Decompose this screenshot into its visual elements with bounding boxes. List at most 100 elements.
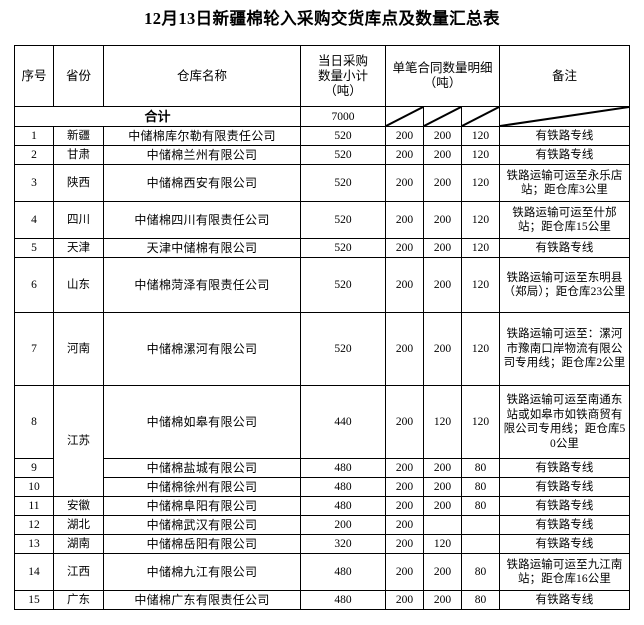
cell-contract-qty-3: 120 xyxy=(461,238,500,258)
cell-warehouse-name: 中储棉岳阳有限公司 xyxy=(103,534,301,554)
cell-contract-qty-1: 200 xyxy=(385,477,424,497)
cell-contract-qty-3: 120 xyxy=(461,257,500,313)
table-row: 9 中储棉盐城有限公司 480 200 200 80 有铁路专线 xyxy=(14,458,630,478)
cell-note: 有铁路专线 xyxy=(499,238,630,258)
cell-warehouse-name: 中储棉如皋有限公司 xyxy=(103,385,301,459)
cell-daily-subtotal: 520 xyxy=(300,257,386,313)
table-row: 6 山东 中储棉菏泽有限责任公司 520 200 200 120 铁路运输可运至东明县（郑局）… xyxy=(14,257,630,313)
cell-note: 有铁路专线 xyxy=(499,534,630,554)
total-label: 合计 xyxy=(14,106,301,127)
cell-province: 广东 xyxy=(53,590,104,610)
cell-seq: 9 xyxy=(14,458,54,478)
table-row: 4 四川 中储棉四川有限责任公司 520 200 200 120 铁路运输可运至什邡站；距仓库… xyxy=(14,201,630,239)
cell-daily-subtotal: 480 xyxy=(300,553,386,591)
header-subtotal-line2: 数量小计 xyxy=(317,68,368,83)
cell-daily-subtotal: 320 xyxy=(300,534,386,554)
cell-contract-qty-2: 200 xyxy=(423,145,462,165)
cell-daily-subtotal: 520 xyxy=(300,238,386,258)
header-subtotal: 当日采购 数量小计 （吨） xyxy=(300,45,386,107)
cell-contract-qty-2 xyxy=(423,515,462,535)
cell-note: 有铁路专线 xyxy=(499,126,630,146)
cell-note: 铁路运输可运至永乐店站；距仓库3公里 xyxy=(499,164,630,202)
cell-contract-qty-1: 200 xyxy=(385,496,424,516)
header-detail-unit: （吨） xyxy=(423,76,462,90)
cell-province: 甘肃 xyxy=(53,145,104,165)
cell-daily-subtotal: 520 xyxy=(300,312,386,386)
cell-contract-qty-2: 200 xyxy=(423,496,462,516)
cell-warehouse-name: 中储棉菏泽有限责任公司 xyxy=(103,257,301,313)
total-detail-2-blank xyxy=(423,106,462,127)
cell-contract-qty-1: 200 xyxy=(385,145,424,165)
cell-note: 有铁路专线 xyxy=(499,477,630,497)
cell-contract-qty-3: 120 xyxy=(461,145,500,165)
cell-contract-qty-3: 120 xyxy=(461,201,500,239)
cell-seq: 7 xyxy=(14,312,54,386)
header-row: 序号 省份 仓库名称 当日采购 数量小计 （吨） 单笔合同数量明细 （吨） 备注 xyxy=(14,45,630,107)
cell-contract-qty-1: 200 xyxy=(385,238,424,258)
cell-warehouse-name: 中储棉漯河有限公司 xyxy=(103,312,301,386)
cell-warehouse-name: 中储棉阜阳有限公司 xyxy=(103,496,301,516)
cell-daily-subtotal: 520 xyxy=(300,201,386,239)
cell-contract-qty-2: 200 xyxy=(423,553,462,591)
cell-daily-subtotal: 480 xyxy=(300,590,386,610)
header-detail-title: 单笔合同数量明细 xyxy=(392,61,493,75)
cell-seq: 14 xyxy=(14,553,54,591)
cell-province: 河南 xyxy=(53,312,104,386)
table-row: 5 天津 天津中储棉有限公司 520 200 200 120 有铁路专线 xyxy=(14,238,630,258)
cell-warehouse-name: 中储棉西安有限公司 xyxy=(103,164,301,202)
cell-note: 铁路运输可运至：漯河市豫南口岸物流有限公司专用线；距仓库2公里 xyxy=(499,312,630,386)
total-detail-1-blank xyxy=(385,106,424,127)
table-row: 8 江苏 中储棉如皋有限公司 440 200 120 120 铁路运输可运至南通东站或如皋市如… xyxy=(14,385,630,497)
cell-warehouse-name: 中储棉广东有限责任公司 xyxy=(103,590,301,610)
cell-contract-qty-2: 120 xyxy=(423,385,462,459)
cell-contract-qty-2: 120 xyxy=(423,534,462,554)
header-warehouse: 仓库名称 xyxy=(103,45,301,107)
cell-province: 江苏 xyxy=(53,385,104,497)
cell-seq: 8 xyxy=(14,385,54,459)
table-row: 7 河南 中储棉漯河有限公司 520 200 200 120 铁路运输可运至：漯河市豫南口岸物… xyxy=(14,312,630,386)
cell-warehouse-name: 中储棉徐州有限公司 xyxy=(103,477,301,497)
table-body: 合计 7000 1 新疆 中储棉库尔勒有限责任公司 520 200 200 120 有铁路专线 2 甘… xyxy=(14,106,630,610)
cell-contract-qty-1: 200 xyxy=(385,458,424,478)
cell-contract-qty-1: 200 xyxy=(385,534,424,554)
total-subtotal-value: 7000 xyxy=(300,106,386,127)
total-note-blank xyxy=(499,106,630,127)
header-subtotal-line1: 当日采购 xyxy=(317,53,368,68)
cell-contract-qty-2: 200 xyxy=(423,312,462,386)
cell-contract-qty-2: 200 xyxy=(423,477,462,497)
cell-contract-qty-1: 200 xyxy=(385,590,424,610)
header-note: 备注 xyxy=(499,45,630,107)
cell-contract-qty-2: 200 xyxy=(423,201,462,239)
cell-seq: 13 xyxy=(14,534,54,554)
table-row: 2 甘肃 中储棉兰州有限公司 520 200 200 120 有铁路专线 xyxy=(14,145,630,165)
cell-contract-qty-1: 200 xyxy=(385,164,424,202)
cell-note: 有铁路专线 xyxy=(499,458,630,478)
table-row: 11 安徽 中储棉阜阳有限公司 480 200 200 80 有铁路专线 xyxy=(14,496,630,516)
table-row: 10 中储棉徐州有限公司 480 200 200 80 有铁路专线 xyxy=(14,477,630,497)
table-row: 1 新疆 中储棉库尔勒有限责任公司 520 200 200 120 有铁路专线 xyxy=(14,126,630,146)
cell-contract-qty-2: 200 xyxy=(423,458,462,478)
cell-note: 有铁路专线 xyxy=(499,515,630,535)
cell-contract-qty-3: 120 xyxy=(461,126,500,146)
cell-province: 湖南 xyxy=(53,534,104,554)
cell-contract-qty-2: 200 xyxy=(423,126,462,146)
cell-note: 有铁路专线 xyxy=(499,145,630,165)
cell-warehouse-name: 中储棉库尔勒有限责任公司 xyxy=(103,126,301,146)
cell-seq: 10 xyxy=(14,477,54,497)
cell-contract-qty-3: 80 xyxy=(461,496,500,516)
cell-contract-qty-1: 200 xyxy=(385,201,424,239)
cell-seq: 15 xyxy=(14,590,54,610)
cell-seq: 11 xyxy=(14,496,54,516)
page-title: 12月13日新疆棉轮入采购交货库点及数量汇总表 xyxy=(144,9,500,28)
cell-note: 铁路运输可运至南通东站或如皋市如铁商贸有限公司专用线；距仓库50公里 xyxy=(499,385,630,459)
table-row: 12 湖北 中储棉武汉有限公司 200 200 有铁路专线 xyxy=(14,515,630,535)
cell-contract-qty-1: 200 xyxy=(385,385,424,459)
cell-warehouse-name: 中储棉四川有限责任公司 xyxy=(103,201,301,239)
cell-note: 铁路运输可运至什邡站；距仓库15公里 xyxy=(499,201,630,239)
cell-province: 陕西 xyxy=(53,164,104,202)
cell-warehouse-name: 中储棉武汉有限公司 xyxy=(103,515,301,535)
header-province: 省份 xyxy=(53,45,104,107)
cell-contract-qty-2: 200 xyxy=(423,238,462,258)
cell-daily-subtotal: 480 xyxy=(300,477,386,497)
cell-daily-subtotal: 520 xyxy=(300,145,386,165)
